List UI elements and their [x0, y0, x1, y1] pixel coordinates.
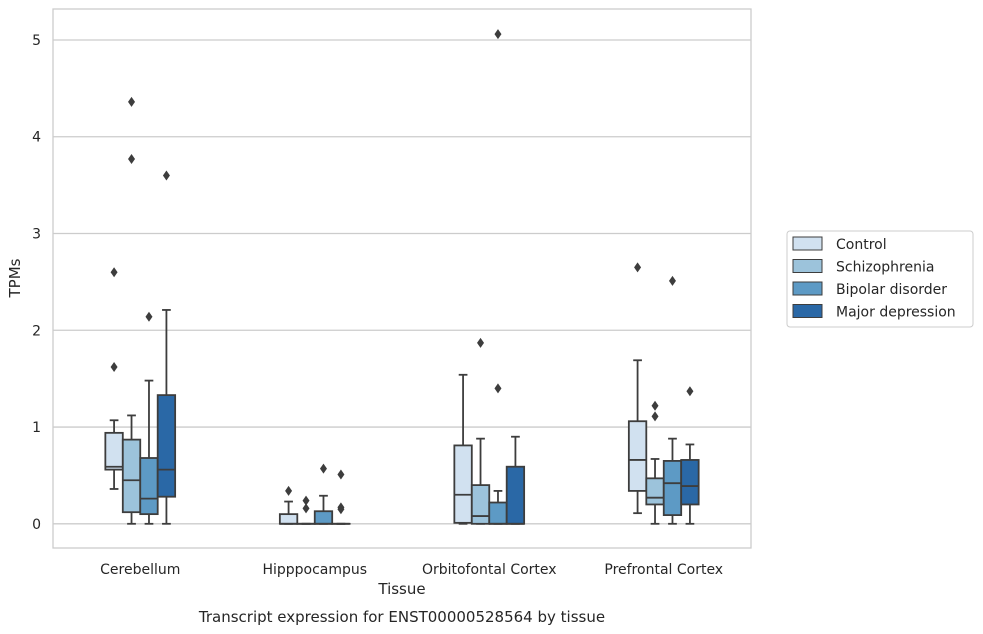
box-group	[453, 373, 473, 525]
y-axis-label: TPMs	[6, 258, 24, 298]
box-group	[278, 485, 299, 525]
y-tick-label: 5	[32, 33, 41, 49]
box	[278, 513, 299, 525]
box	[470, 484, 491, 525]
outlier-point	[302, 503, 310, 514]
outlier-point	[477, 337, 485, 348]
outlier-point	[686, 386, 694, 397]
box-group	[331, 469, 351, 525]
box-group	[156, 170, 177, 525]
x-tick-label: Orbitofontal Cortex	[422, 562, 557, 578]
box-group	[505, 435, 526, 525]
box-group	[121, 96, 142, 525]
legend-swatch	[792, 304, 823, 318]
x-axis-label: Tissue	[377, 580, 425, 598]
outlier-point	[651, 411, 659, 422]
legend-frame	[786, 230, 974, 328]
box	[505, 465, 526, 525]
outlier-point	[110, 362, 118, 373]
y-tick-label: 4	[32, 130, 41, 146]
y-tick-label: 0	[32, 517, 41, 533]
box	[627, 420, 648, 492]
box-group	[627, 262, 648, 515]
box	[645, 477, 665, 506]
y-tick-label: 1	[32, 420, 41, 436]
box-group	[313, 463, 334, 525]
box	[680, 459, 700, 506]
box-group	[104, 267, 124, 490]
y-ticks: 0 1 2 3 4 5	[32, 33, 41, 533]
legend-label: Major depression	[836, 305, 956, 321]
outlier-point	[634, 262, 642, 273]
plot-frame	[52, 8, 752, 549]
outlier-point	[668, 275, 676, 286]
box	[453, 444, 473, 524]
legend-label: Schizophrenia	[836, 260, 934, 276]
outlier-point	[319, 463, 327, 474]
box	[488, 501, 508, 525]
outlier-point	[337, 469, 345, 480]
y-tick-label: 3	[32, 227, 41, 243]
outlier-point	[494, 383, 502, 394]
box	[156, 394, 177, 498]
box-group	[139, 311, 159, 525]
x-tick-label: Prefrontal Cortex	[604, 562, 723, 578]
x-tick-label: Cerebellum	[100, 562, 180, 578]
box	[139, 457, 159, 516]
figure-caption: Transcript expression for ENST0000052856…	[198, 608, 605, 626]
box-group	[680, 386, 700, 525]
legend-swatch	[792, 259, 823, 273]
y-tick-label: 2	[32, 323, 41, 339]
box	[104, 431, 124, 471]
outlier-point	[128, 153, 136, 164]
outlier-point	[494, 29, 502, 40]
legend-label: Bipolar disorder	[836, 282, 947, 298]
outlier-point	[145, 311, 153, 322]
box	[313, 510, 334, 525]
outlier-point	[302, 495, 310, 506]
legend-swatch	[792, 236, 823, 251]
legend-swatch	[792, 281, 823, 296]
outlier-point	[285, 485, 293, 496]
outlier-point	[110, 267, 118, 278]
box	[121, 438, 142, 514]
box-group	[645, 400, 665, 525]
x-ticks: Cerebellum Hipppocampus Orbitofontal Corte…	[100, 562, 723, 578]
legend-label: Control	[836, 237, 887, 253]
outlier-point	[162, 170, 170, 181]
outlier-point	[128, 96, 136, 107]
outlier-point	[337, 502, 345, 513]
x-tick-label: Hipppocampus	[262, 562, 367, 578]
boxes	[104, 29, 700, 525]
box	[662, 460, 683, 516]
legend: Control Schizophrenia Bipolar disorder Majo…	[786, 230, 974, 328]
outlier-point	[651, 400, 659, 411]
box-group	[470, 337, 491, 525]
